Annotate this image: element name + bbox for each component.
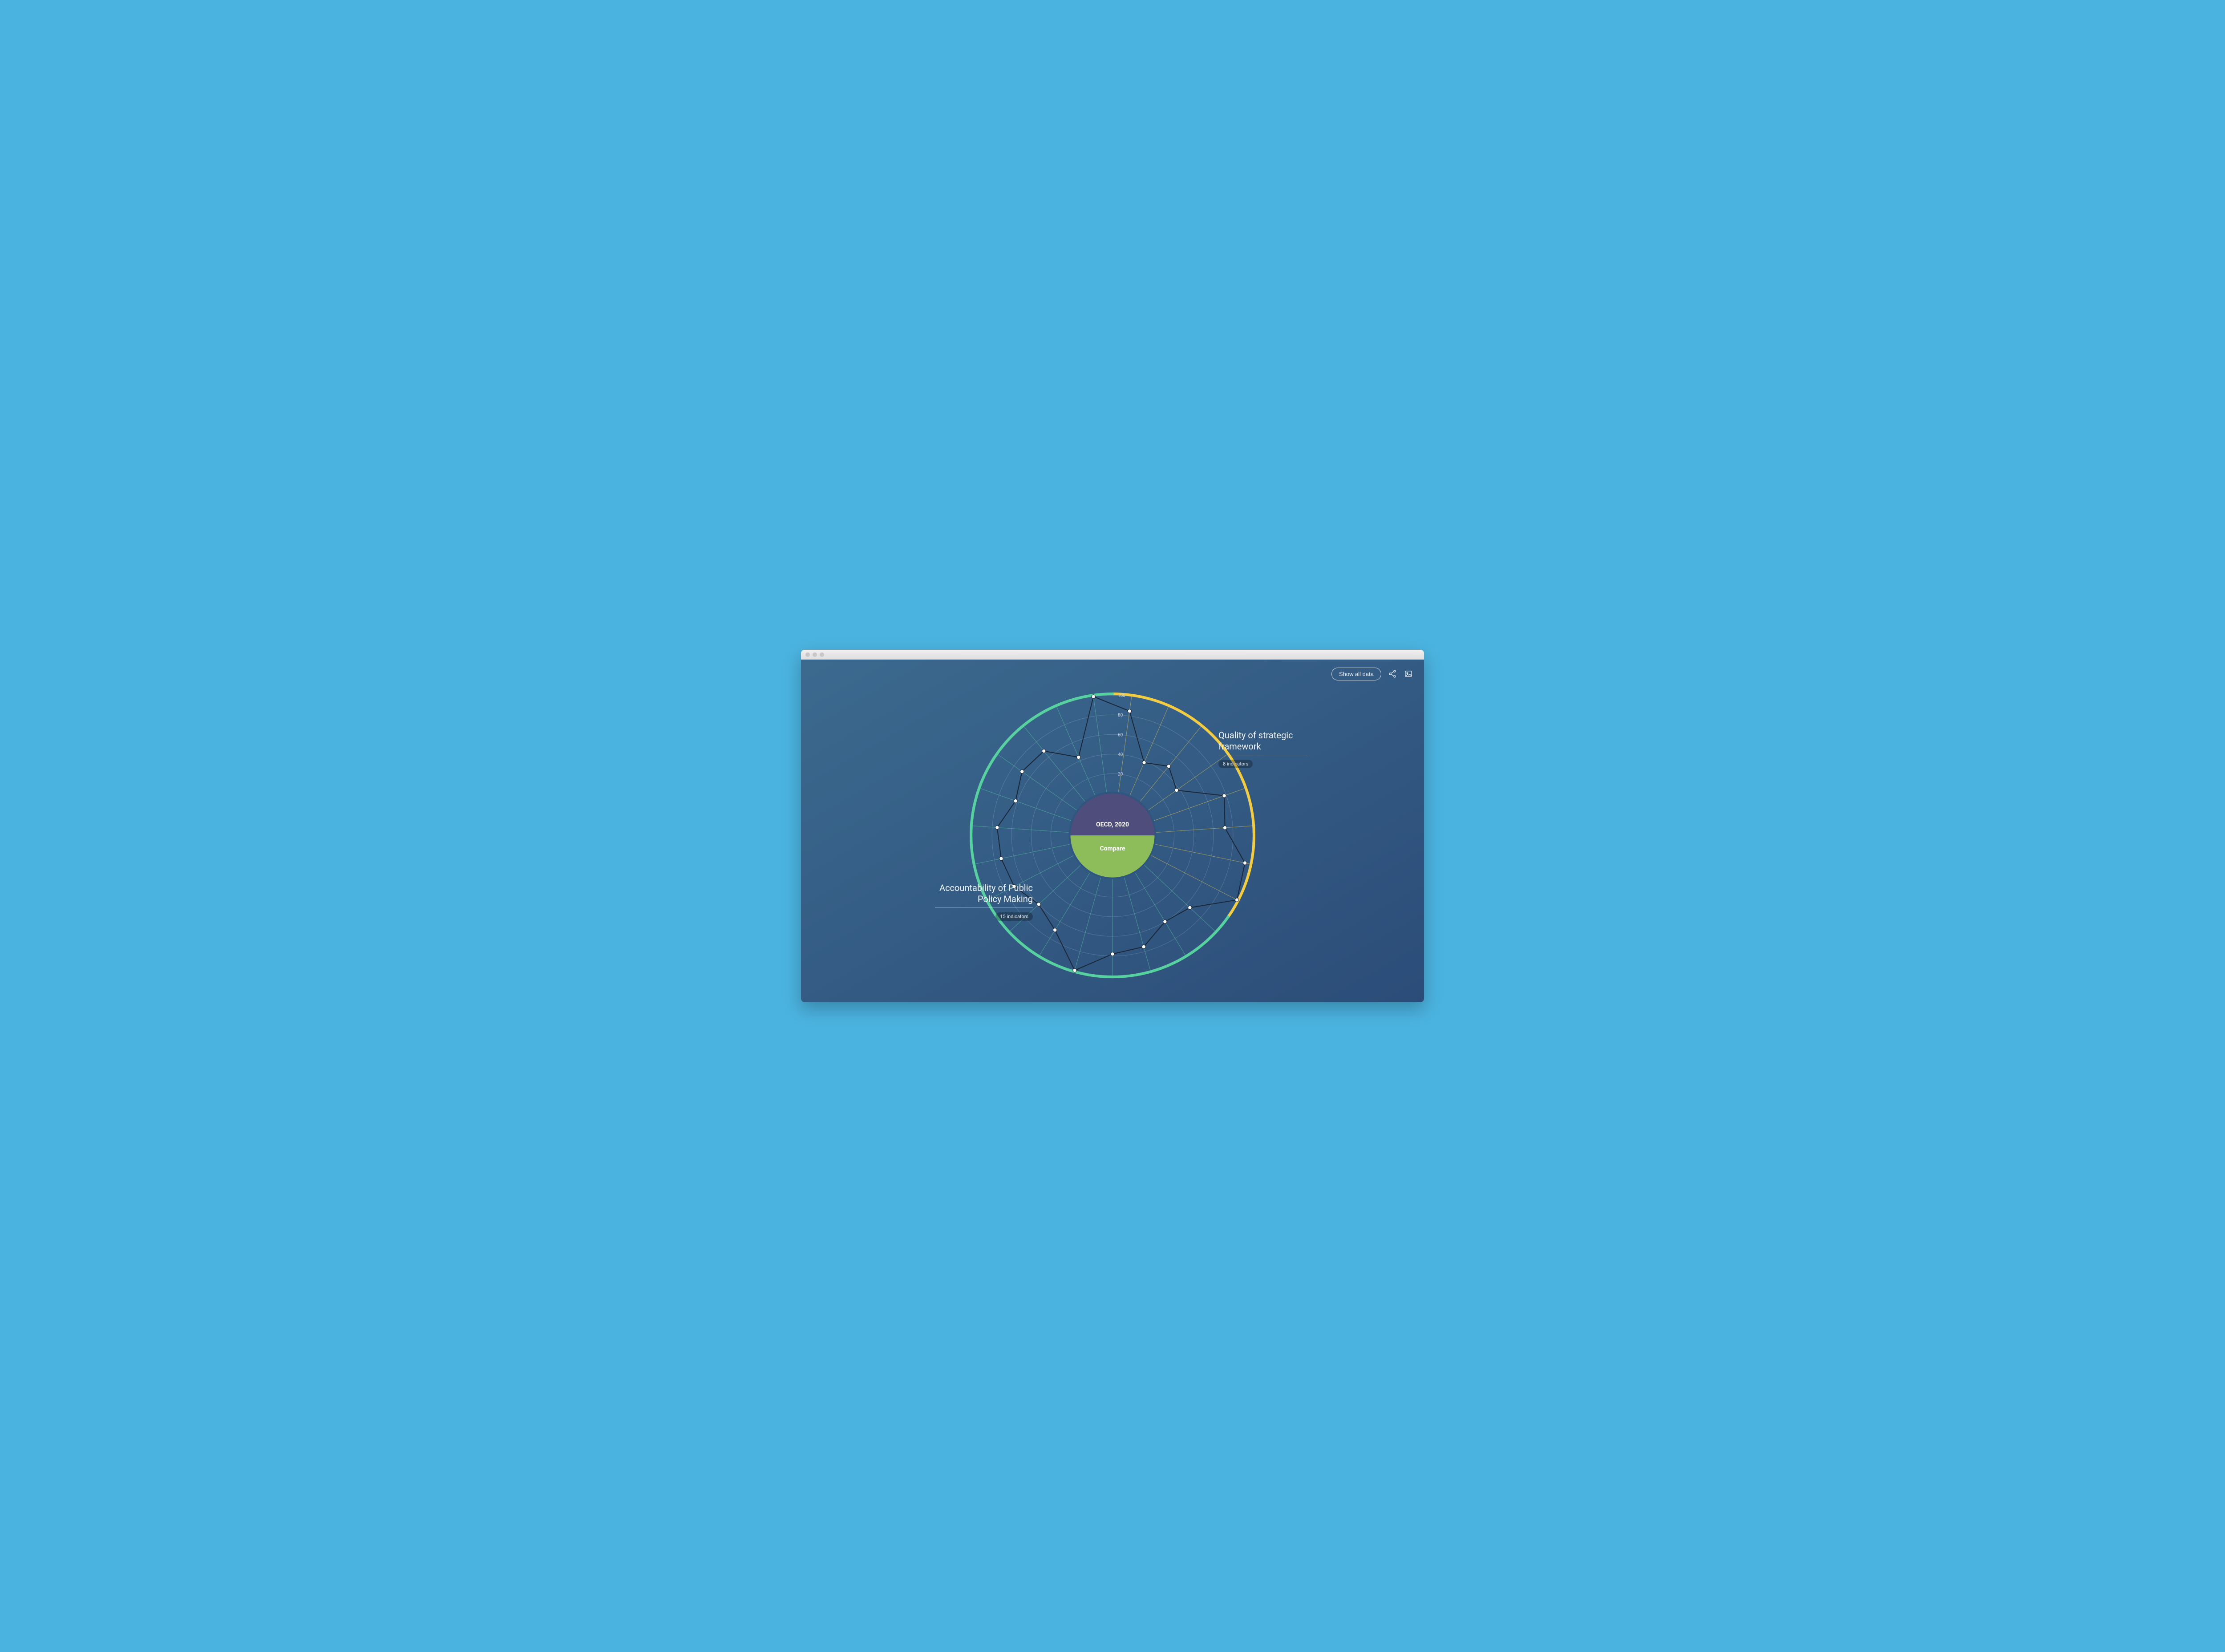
indicator-count-badge: 15 indicators: [995, 912, 1033, 921]
window-dot: [805, 652, 810, 657]
category-label-accountability[interactable]: Accountability of Public Policy Making 1…: [935, 883, 1033, 921]
svg-text:80: 80: [1118, 713, 1123, 718]
category-title: Accountability of Public Policy Making: [935, 883, 1033, 908]
svg-text:Compare: Compare: [1100, 845, 1125, 852]
category-title: Quality of strategic framework: [1218, 730, 1307, 755]
svg-text:60: 60: [1118, 733, 1123, 737]
title-bar: [801, 650, 1424, 660]
share-icon[interactable]: [1388, 669, 1397, 679]
svg-text:20: 20: [1118, 772, 1123, 777]
category-label-quality[interactable]: Quality of strategic framework 8 indicat…: [1218, 730, 1307, 768]
show-all-data-button[interactable]: Show all data: [1331, 668, 1381, 680]
window-dot: [813, 652, 817, 657]
radar-chart: 020406080100OECD, 2020Compare: [801, 660, 1424, 1002]
svg-text:100: 100: [1118, 693, 1125, 698]
indicator-count-badge: 8 indicators: [1218, 760, 1253, 768]
image-export-icon[interactable]: [1404, 669, 1413, 679]
svg-text:40: 40: [1118, 752, 1123, 757]
toolbar: Show all data: [1331, 668, 1413, 680]
window-dot: [820, 652, 824, 657]
svg-text:OECD, 2020: OECD, 2020: [1096, 821, 1129, 828]
viewport: 020406080100OECD, 2020Compare Show all d…: [801, 660, 1424, 1002]
browser-window: 020406080100OECD, 2020Compare Show all d…: [801, 650, 1424, 1002]
